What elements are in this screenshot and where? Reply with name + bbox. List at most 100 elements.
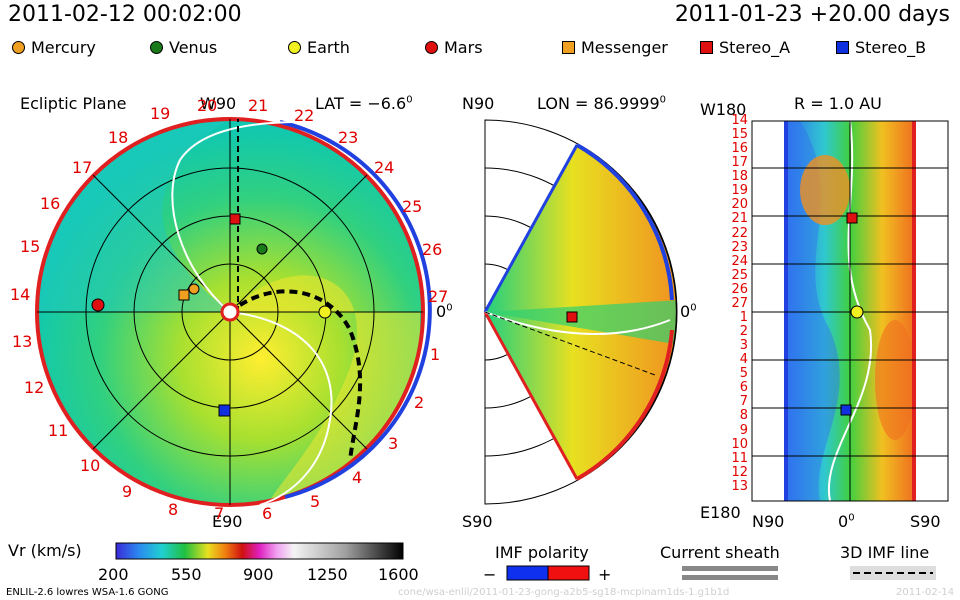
latlon-y-tick: 2: [739, 324, 748, 340]
carrington-label: 19: [150, 104, 171, 123]
stereo-a-marker-icon: [700, 41, 713, 54]
meridional-bottom-label: S90: [462, 512, 493, 531]
run-date: 2011-02-14: [896, 587, 955, 598]
ecliptic-stereo-a: [229, 213, 241, 225]
latlon-y-tick: 10: [731, 436, 748, 452]
latlon-y-tick: 3: [739, 338, 748, 354]
legend-mercury: Mercury: [12, 38, 96, 57]
sheath-swatch-2: [682, 575, 778, 580]
ecliptic-lat: LAT = −6.60: [315, 94, 413, 113]
carrington-label: 23: [338, 128, 359, 147]
ecliptic-title: Ecliptic Plane: [20, 94, 127, 113]
latlon-y-tick: 17: [731, 155, 748, 171]
carrington-label: 2: [414, 393, 425, 412]
latlon-y-tick: 13: [731, 478, 748, 494]
ecliptic-right-label: 00: [436, 302, 453, 321]
run-info: 2011-01-23 +20.00 days: [674, 2, 950, 27]
imf3d-title: 3D IMF line: [840, 543, 930, 562]
carrington-label: 9: [122, 482, 133, 501]
imf-negative-swatch: [506, 565, 549, 581]
meridional-top-label: N90: [462, 94, 495, 113]
carrington-label: 21: [248, 96, 269, 115]
carrington-label: 26: [422, 240, 443, 259]
latlon-y-tick: 16: [731, 141, 748, 157]
carrington-label: 13: [12, 332, 33, 351]
current-sheath-title: Current sheath: [660, 543, 780, 562]
current-sheath-line: [171, 121, 301, 313]
mars-marker-icon: [425, 41, 438, 54]
latlon-x-mid: 00: [838, 512, 855, 531]
carrington-label: 15: [20, 237, 41, 256]
imf-line-3d: [238, 289, 363, 461]
current-sheath-line-2: [229, 311, 333, 506]
latlon-y-tick: 19: [731, 183, 748, 199]
colorbar-label: Vr (km/s): [8, 541, 82, 560]
latlon-stereo-a: [846, 212, 858, 224]
colorbar-tick: 1600: [378, 565, 419, 584]
latlon-y-tick: 27: [731, 295, 748, 311]
latlon-grid: [751, 120, 949, 502]
carrington-label: 20: [197, 96, 218, 115]
legend-mars: Mars: [425, 38, 483, 57]
latlon-y-tick: 22: [731, 225, 748, 241]
legend-stereo-b: Stereo_B: [836, 38, 926, 57]
ecliptic-top-label: W90: [200, 94, 237, 113]
run-path: cone/wsa-enlil/2011-01-23-gong-a2b5-sg18…: [398, 587, 730, 598]
carrington-label: 6: [262, 504, 273, 523]
latlon-y-tick: 20: [731, 197, 748, 213]
sun-icon: [220, 302, 240, 322]
latlon-x-left: N90: [752, 512, 785, 531]
latlon-top-left: W180: [700, 100, 747, 119]
latlon-earth: [850, 305, 864, 319]
latlon-y-tick: 6: [739, 380, 748, 396]
ecliptic-imf-arc: [279, 120, 432, 499]
carrington-label: 8: [168, 500, 179, 519]
carrington-label: 10: [80, 456, 101, 475]
imf-positive-swatch: [547, 565, 590, 581]
carrington-label: 12: [24, 378, 45, 397]
latlon-stereo-b: [840, 404, 852, 416]
legend-stereo-a: Stereo_A: [700, 38, 790, 57]
carrington-label: 22: [294, 106, 315, 125]
mercury-marker-icon: [12, 41, 25, 54]
carrington-label: 25: [402, 197, 423, 216]
latlon-y-tick: 26: [731, 281, 748, 297]
meridional-plot: [485, 145, 677, 479]
colorbar-tick: 1250: [307, 565, 348, 584]
carrington-label: 16: [40, 194, 61, 213]
velocity-colorbar: [115, 542, 404, 560]
stereo-b-marker-icon: [836, 41, 849, 54]
ecliptic-bottom-label: E90: [212, 512, 243, 531]
latlon-y-tick: 1: [739, 309, 748, 325]
legend-messenger: Messenger: [562, 38, 668, 57]
ecliptic-mercury: [188, 283, 200, 295]
latlon-bottom-left: E180: [700, 503, 741, 522]
imf-polarity-title: IMF polarity: [495, 543, 589, 562]
carrington-label: 5: [310, 492, 321, 511]
imf-plus: +: [598, 565, 612, 584]
latlon-y-tick: 15: [731, 127, 748, 143]
carrington-label: 7: [214, 504, 225, 523]
colorbar-tick: 550: [171, 565, 202, 584]
latlon-y-tick: 8: [739, 408, 748, 424]
latlon-y-tick: 25: [731, 267, 748, 283]
carrington-label: 18: [108, 128, 129, 147]
latlon-y-tick: 21: [731, 211, 748, 227]
sheath-swatch-1: [682, 566, 778, 571]
messenger-marker-icon: [562, 41, 575, 54]
carrington-label: 4: [352, 468, 363, 487]
carrington-label: 14: [10, 285, 31, 304]
latlon-y-tick: 23: [731, 239, 748, 255]
latlon-y-tick: 9: [739, 422, 748, 438]
venus-marker-icon: [150, 41, 163, 54]
meridional-right-label: 00: [680, 302, 697, 321]
carrington-label: 3: [388, 434, 399, 453]
carrington-label: 27: [428, 287, 449, 306]
legend-earth: Earth: [288, 38, 350, 57]
ecliptic-stereo-b: [218, 404, 231, 417]
carrington-label: 17: [72, 158, 93, 177]
simulation-time: 2011-02-12 00:02:00: [8, 2, 242, 27]
meridional-lon: LON = 86.99990: [537, 94, 667, 113]
carrington-label: 1: [430, 345, 441, 364]
